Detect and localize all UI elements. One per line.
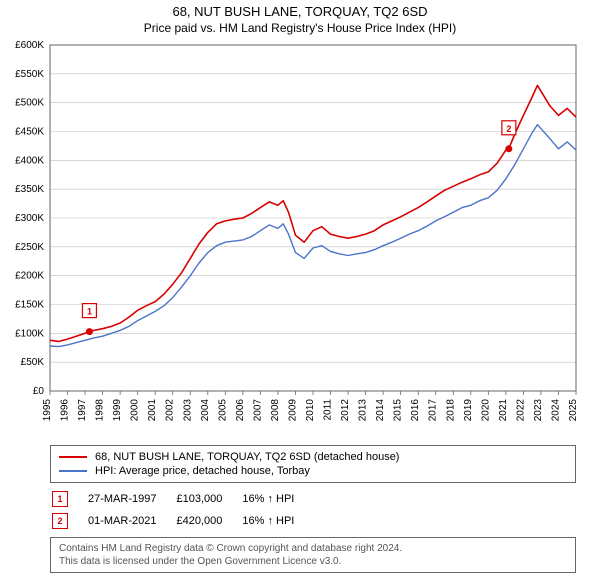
footer-attribution: Contains HM Land Registry data © Crown c… [50, 537, 576, 573]
svg-text:£550K: £550K [15, 69, 44, 80]
svg-text:£600K: £600K [15, 40, 44, 51]
svg-text:2017: 2017 [428, 399, 439, 422]
legend-swatch [59, 470, 87, 472]
price-chart: £0 £50K £100K £150K £200K £250K £300K £350K £400… [0, 39, 600, 439]
svg-text:2018: 2018 [445, 399, 456, 422]
svg-text:2013: 2013 [358, 399, 369, 422]
svg-text:£200K: £200K [15, 271, 44, 282]
svg-text:£400K: £400K [15, 155, 44, 166]
svg-text:2015: 2015 [393, 399, 404, 422]
svg-text:2025: 2025 [568, 399, 579, 422]
svg-text:2006: 2006 [235, 399, 246, 422]
legend-label: 68, NUT BUSH LANE, TORQUAY, TQ2 6SD (det… [95, 451, 399, 463]
svg-text:2003: 2003 [182, 399, 193, 422]
svg-text:2005: 2005 [217, 399, 228, 422]
marker-delta: 16% ↑ HPI [242, 511, 312, 531]
title-address: 68, NUT BUSH LANE, TORQUAY, TQ2 6SD [0, 0, 600, 19]
svg-text:2023: 2023 [533, 399, 544, 422]
marker-index-box: 1 [52, 491, 68, 507]
marker-row: 2 01-MAR-2021£420,00016% ↑ HPI [52, 511, 312, 531]
svg-text:2016: 2016 [410, 399, 421, 422]
svg-text:1995: 1995 [42, 399, 53, 422]
svg-text:1999: 1999 [112, 399, 123, 422]
marker-price: £420,000 [176, 511, 240, 531]
footer-line-1: Contains HM Land Registry data © Crown c… [59, 542, 567, 555]
svg-text:2020: 2020 [480, 399, 491, 422]
legend-swatch [59, 456, 87, 458]
svg-text:£0: £0 [33, 386, 45, 397]
svg-text:£300K: £300K [15, 213, 44, 224]
marker-row: 1 27-MAR-1997£103,00016% ↑ HPI [52, 489, 312, 509]
svg-text:£100K: £100K [15, 328, 44, 339]
legend-row: HPI: Average price, detached house, Torb… [59, 464, 567, 478]
legend-row: 68, NUT BUSH LANE, TORQUAY, TQ2 6SD (det… [59, 450, 567, 464]
legend-label: HPI: Average price, detached house, Torb… [95, 465, 310, 477]
svg-text:£450K: £450K [15, 127, 44, 138]
marker-date: 27-MAR-1997 [88, 489, 174, 509]
svg-text:2019: 2019 [463, 399, 474, 422]
svg-text:2009: 2009 [287, 399, 298, 422]
marker-price: £103,000 [176, 489, 240, 509]
svg-text:2022: 2022 [515, 399, 526, 422]
svg-text:£50K: £50K [21, 357, 45, 368]
svg-text:1998: 1998 [95, 399, 106, 422]
svg-text:2007: 2007 [252, 399, 263, 422]
svg-text:2008: 2008 [270, 399, 281, 422]
svg-text:2000: 2000 [130, 399, 141, 422]
marker-table: 1 27-MAR-1997£103,00016% ↑ HPI 2 01-MAR-202… [50, 487, 314, 533]
svg-text:1997: 1997 [77, 399, 88, 422]
svg-text:2024: 2024 [550, 399, 561, 422]
svg-text:£250K: £250K [15, 242, 44, 253]
svg-text:2002: 2002 [165, 399, 176, 422]
chart-area: £0 £50K £100K £150K £200K £250K £300K £350K £400… [0, 39, 600, 439]
svg-text:2: 2 [506, 124, 511, 134]
svg-text:2012: 2012 [340, 399, 351, 422]
legend: 68, NUT BUSH LANE, TORQUAY, TQ2 6SD (det… [50, 445, 576, 483]
svg-text:£150K: £150K [15, 300, 44, 311]
footer-line-2: This data is licensed under the Open Gov… [59, 555, 567, 568]
svg-text:2011: 2011 [323, 399, 334, 421]
marker-date: 01-MAR-2021 [88, 511, 174, 531]
marker-delta: 16% ↑ HPI [242, 489, 312, 509]
svg-text:2004: 2004 [200, 399, 211, 422]
svg-text:£350K: £350K [15, 184, 44, 195]
title-subtitle: Price paid vs. HM Land Registry's House … [0, 19, 600, 39]
marker-index-box: 2 [52, 513, 68, 529]
svg-text:1996: 1996 [60, 399, 71, 422]
svg-text:2001: 2001 [147, 399, 158, 422]
svg-text:2021: 2021 [498, 399, 509, 422]
svg-text:£500K: £500K [15, 98, 44, 109]
svg-text:2010: 2010 [305, 399, 316, 422]
svg-text:1: 1 [87, 307, 92, 317]
svg-text:2014: 2014 [375, 399, 386, 422]
